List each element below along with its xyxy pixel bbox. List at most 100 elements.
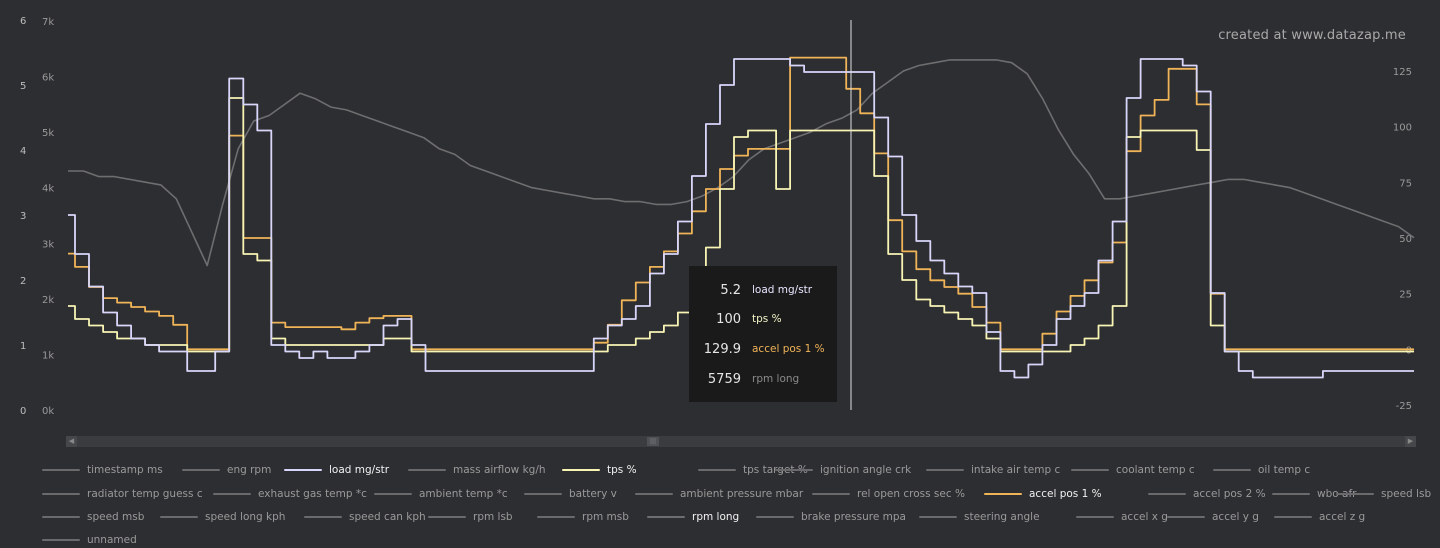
legend-label: ignition angle crk xyxy=(820,464,912,476)
legend-item-accel-pos-2[interactable]: accel pos 2 % xyxy=(1148,486,1266,502)
legend-swatch xyxy=(537,516,575,518)
legend-label: steering angle xyxy=(964,511,1040,523)
legend-label: accel x g xyxy=(1121,511,1168,523)
legend-item-mass-airflow-kg-h[interactable]: mass airflow kg/h xyxy=(408,462,546,478)
legend-item-intake-air-temp-c[interactable]: intake air temp c xyxy=(926,462,1060,478)
legend-item-brake-pressure-mpa[interactable]: brake pressure mpa xyxy=(756,509,906,525)
tooltip-label: accel pos 1 % xyxy=(752,343,825,355)
tooltip-label: tps % xyxy=(752,313,782,325)
series-line-rpm-long xyxy=(68,59,1415,267)
legend-label: timestamp ms xyxy=(87,464,163,476)
tooltip-row: 100 tps % xyxy=(689,309,837,329)
legend-swatch xyxy=(984,493,1022,495)
scrollbar-thumb[interactable]: ||| xyxy=(647,437,659,446)
legend-swatch xyxy=(919,516,957,518)
tooltip-value: 100 xyxy=(716,311,741,327)
tooltip-row: 5.2 load mg/str xyxy=(689,280,837,300)
legend-swatch xyxy=(812,493,850,495)
legend-swatch xyxy=(926,469,964,471)
legend-item-accel-pos-1[interactable]: accel pos 1 % xyxy=(984,486,1102,502)
legend-item-tps[interactable]: tps % xyxy=(562,462,637,478)
tooltip-label: load mg/str xyxy=(752,284,813,296)
legend-item-coolant-temp-c[interactable]: coolant temp c xyxy=(1071,462,1195,478)
legend-label: coolant temp c xyxy=(1116,464,1195,476)
timeline-scrollbar[interactable]: ◀ ||| ▶ xyxy=(66,436,1416,447)
legend-item-ambient-temp-c[interactable]: ambient temp *c xyxy=(374,486,508,502)
legend-swatch xyxy=(408,469,446,471)
legend-item-load-mg-str[interactable]: load mg/str xyxy=(284,462,389,478)
legend-item-rpm-lsb[interactable]: rpm lsb xyxy=(428,509,513,525)
y-axis-left-tick: 1 xyxy=(20,341,26,352)
y-axis-right-tick: -25 xyxy=(1396,401,1412,412)
y-axis-left-tick: 5 xyxy=(20,81,26,92)
legend-label: battery v xyxy=(569,488,617,500)
y-axis-rpm-tick: 0k xyxy=(42,406,54,417)
y-axis-rpm-tick: 3k xyxy=(42,239,54,250)
series-lines xyxy=(68,56,1415,379)
scroll-right-arrow-icon[interactable]: ▶ xyxy=(1405,436,1416,447)
y-axis-rpm-tick: 2k xyxy=(42,295,54,306)
legend-label: rpm long xyxy=(692,511,740,523)
legend-swatch xyxy=(428,516,466,518)
legend-item-oil-temp-c[interactable]: oil temp c xyxy=(1213,462,1310,478)
legend-label: speed can kph xyxy=(349,511,426,523)
legend-item-speed-msb[interactable]: speed msb xyxy=(42,509,144,525)
legend-item-rel-open-cross-sec[interactable]: rel open cross sec % xyxy=(812,486,965,502)
legend-item-ignition-angle-crk[interactable]: ignition angle crk xyxy=(775,462,911,478)
legend-item-radiator-temp-guess-c[interactable]: radiator temp guess c xyxy=(42,486,203,502)
y-axis-right-tick: 75 xyxy=(1399,178,1412,189)
legend-swatch xyxy=(213,493,251,495)
legend-item-eng-rpm[interactable]: eng rpm xyxy=(182,462,271,478)
legend-swatch xyxy=(374,493,412,495)
y-axis-rpm-tick: 5k xyxy=(42,128,54,139)
y-axis-left-tick: 6 xyxy=(20,16,26,27)
legend-swatch xyxy=(304,516,342,518)
legend-item-rpm-msb[interactable]: rpm msb xyxy=(537,509,629,525)
legend-item-timestamp-ms[interactable]: timestamp ms xyxy=(42,462,163,478)
legend-item-accel-y-g[interactable]: accel y g xyxy=(1167,509,1259,525)
legend-swatch xyxy=(42,469,80,471)
legend-label: rel open cross sec % xyxy=(857,488,965,500)
y-axis-right-tick: 125 xyxy=(1393,67,1412,78)
legend-swatch xyxy=(1071,469,1109,471)
legend-swatch xyxy=(756,516,794,518)
legend-label: exhaust gas temp *c xyxy=(258,488,367,500)
legend-swatch xyxy=(647,516,685,518)
legend-swatch xyxy=(635,493,673,495)
legend-swatch xyxy=(42,516,80,518)
watermark: created at www.datazap.me xyxy=(1218,28,1406,43)
legend-item-speed-can-kph[interactable]: speed can kph xyxy=(304,509,426,525)
legend-label: accel z g xyxy=(1319,511,1366,523)
legend-label: ambient pressure mbar xyxy=(680,488,804,500)
legend-item-rpm-long[interactable]: rpm long xyxy=(647,509,739,525)
legend-item-steering-angle[interactable]: steering angle xyxy=(919,509,1040,525)
legend-item-ambient-pressure-mbar[interactable]: ambient pressure mbar xyxy=(635,486,803,502)
legend-item-accel-x-g[interactable]: accel x g xyxy=(1076,509,1168,525)
legend-item-exhaust-gas-temp-c[interactable]: exhaust gas temp *c xyxy=(213,486,367,502)
tooltip: 5.2 load mg/str 100 tps % 129.9 accel po… xyxy=(689,266,837,402)
scroll-left-arrow-icon[interactable]: ◀ xyxy=(66,436,77,447)
y-axis-rpm-tick: 7k xyxy=(42,17,54,28)
legend-swatch xyxy=(160,516,198,518)
legend-swatch xyxy=(284,469,322,471)
legend-item-speed-long-kph[interactable]: speed long kph xyxy=(160,509,285,525)
legend-swatch xyxy=(42,493,80,495)
legend-label: accel pos 1 % xyxy=(1029,488,1102,500)
legend-swatch xyxy=(182,469,220,471)
legend-item-unnamed[interactable]: unnamed xyxy=(42,532,137,548)
legend-item-speed-lsb[interactable]: speed lsb xyxy=(1336,486,1431,502)
legend-swatch xyxy=(698,469,736,471)
legend-label: mass airflow kg/h xyxy=(453,464,546,476)
legend-label: ambient temp *c xyxy=(419,488,508,500)
tooltip-row: 129.9 accel pos 1 % xyxy=(689,339,837,359)
y-axis-left-tick: 3 xyxy=(20,211,26,222)
tooltip-label: rpm long xyxy=(752,373,800,385)
legend-label: intake air temp c xyxy=(971,464,1061,476)
tooltip-row: 5759 rpm long xyxy=(689,369,837,389)
y-axis-left-tick: 2 xyxy=(20,276,26,287)
legend-swatch xyxy=(1336,493,1374,495)
legend-swatch xyxy=(1274,516,1312,518)
legend-item-battery-v[interactable]: battery v xyxy=(524,486,617,502)
legend-item-accel-z-g[interactable]: accel z g xyxy=(1274,509,1365,525)
